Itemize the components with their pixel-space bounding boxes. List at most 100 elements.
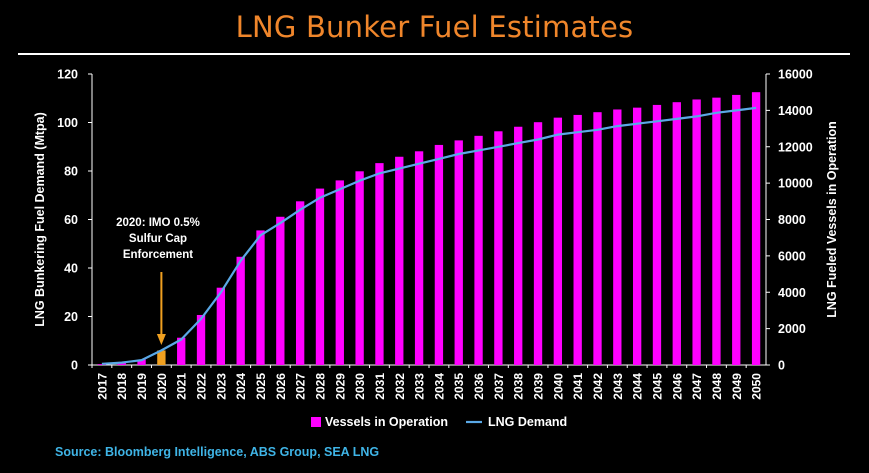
bar-2034	[434, 144, 444, 365]
bar-2022	[196, 314, 206, 365]
bar-2025	[256, 230, 265, 365]
left-tick-label: 120	[57, 68, 78, 82]
x-tick-label: 2021	[175, 373, 189, 400]
right-tick-label: 8000	[778, 213, 806, 227]
x-tick-label: 2044	[631, 373, 645, 400]
x-tick-label: 2040	[551, 373, 565, 400]
x-tick-label: 2024	[234, 373, 248, 400]
right-tick-label: 12000	[778, 140, 813, 154]
bar-2017	[97, 364, 107, 365]
x-tick-label: 2030	[353, 373, 367, 400]
x-tick-label: 2039	[532, 373, 546, 400]
x-tick-label: 2017	[95, 373, 109, 400]
x-tick-label: 2025	[254, 373, 268, 400]
bar-2030	[355, 171, 364, 365]
bar-2038	[514, 126, 523, 366]
x-tick-label: 2034	[432, 373, 446, 400]
x-tick-label: 2026	[274, 373, 288, 400]
bar-2049	[732, 94, 741, 366]
x-tick-label: 2027	[294, 373, 308, 400]
bar-2020	[157, 350, 166, 365]
bar-2029	[335, 180, 344, 365]
x-tick-label: 2043	[611, 373, 625, 400]
right-tick-label: 6000	[778, 249, 806, 263]
x-tick-label: 2033	[413, 373, 427, 400]
left-tick-label: 100	[57, 116, 78, 130]
x-tick-label: 2035	[452, 373, 466, 400]
right-tick-label: 0	[778, 359, 785, 373]
bar-2044	[632, 107, 642, 365]
x-tick-label: 2037	[492, 373, 506, 400]
legend: Vessels in Operation LNG Demand	[311, 415, 567, 429]
bar-2046	[672, 102, 681, 366]
bar-2036	[474, 135, 483, 365]
x-tick-label: 2049	[730, 373, 744, 400]
right-tick-label: 2000	[778, 322, 806, 336]
chart-title: LNG Bunker Fuel Estimates	[235, 10, 634, 44]
title-divider	[18, 53, 850, 55]
annotation-line: Sulfur Cap	[129, 233, 187, 245]
right-tick-label: 14000	[778, 104, 813, 118]
right-tick-label: 4000	[778, 286, 806, 300]
bar-2033	[414, 151, 424, 365]
x-tick-label: 2031	[373, 373, 387, 400]
bar-2027	[295, 201, 305, 365]
x-tick-label: 2029	[333, 373, 347, 400]
bar-2050	[751, 92, 761, 365]
x-tick-label: 2036	[472, 373, 486, 400]
x-tick-label: 2042	[591, 373, 605, 400]
annotation-line: 2020: IMO 0.5%	[116, 217, 200, 229]
line-lng-demand	[101, 106, 757, 365]
bar-2032	[395, 156, 404, 365]
x-tick-label: 2047	[690, 373, 704, 400]
x-tick-label: 2041	[571, 373, 585, 400]
bar-2028	[315, 188, 325, 365]
axis-labels: 0204060801001200200040006000800010000120…	[33, 68, 839, 400]
source-note: Source: Bloomberg Intelligence, ABS Grou…	[55, 445, 380, 459]
bars-vessels	[97, 92, 761, 366]
right-tick-label: 16000	[778, 68, 813, 82]
right-tick-label: 10000	[778, 177, 813, 191]
right-axis-title: LNG Fueled Vessels in Operation	[825, 121, 839, 318]
lng-demand-line	[101, 106, 757, 365]
left-tick-label: 40	[64, 262, 78, 276]
bar-2035	[454, 140, 463, 365]
bar-2026	[276, 216, 285, 365]
left-axis-title: LNG Bunkering Fuel Demand (Mtpa)	[33, 112, 47, 327]
x-tick-label: 2048	[710, 373, 724, 400]
bar-2031	[375, 163, 384, 365]
left-tick-label: 80	[64, 165, 78, 179]
bar-2039	[533, 122, 543, 366]
left-tick-label: 20	[64, 310, 78, 324]
x-tick-label: 2032	[393, 373, 407, 400]
bar-2047	[692, 99, 701, 366]
legend-swatch-vessels	[311, 417, 321, 427]
x-tick-label: 2019	[135, 373, 149, 400]
bar-2023	[216, 287, 226, 365]
bar-2019	[137, 359, 146, 365]
x-tick-label: 2028	[313, 373, 327, 400]
annotation-line: Enforcement	[123, 249, 193, 261]
x-tick-label: 2046	[670, 373, 684, 400]
legend-label-lng-demand: LNG Demand	[488, 415, 567, 429]
bar-2024	[236, 256, 245, 365]
x-tick-label: 2050	[750, 373, 764, 400]
annotation-arrowhead	[156, 334, 166, 345]
left-tick-label: 0	[71, 359, 78, 373]
x-tick-label: 2038	[512, 373, 526, 400]
annotation: 2020: IMO 0.5% Sulfur Cap Enforcement	[116, 217, 200, 345]
bar-2042	[593, 112, 602, 365]
bar-2041	[573, 114, 582, 365]
bar-2018	[117, 362, 126, 365]
x-tick-label: 2018	[115, 373, 129, 400]
bar-2021	[177, 337, 186, 365]
x-tick-label: 2020	[155, 373, 169, 400]
x-tick-label: 2023	[214, 373, 228, 400]
left-tick-label: 60	[64, 213, 78, 227]
legend-label-vessels: Vessels in Operation	[325, 415, 448, 429]
x-tick-label: 2022	[195, 373, 209, 400]
bar-2037	[494, 131, 503, 365]
bar-2040	[553, 117, 563, 366]
bar-2043	[613, 109, 622, 365]
